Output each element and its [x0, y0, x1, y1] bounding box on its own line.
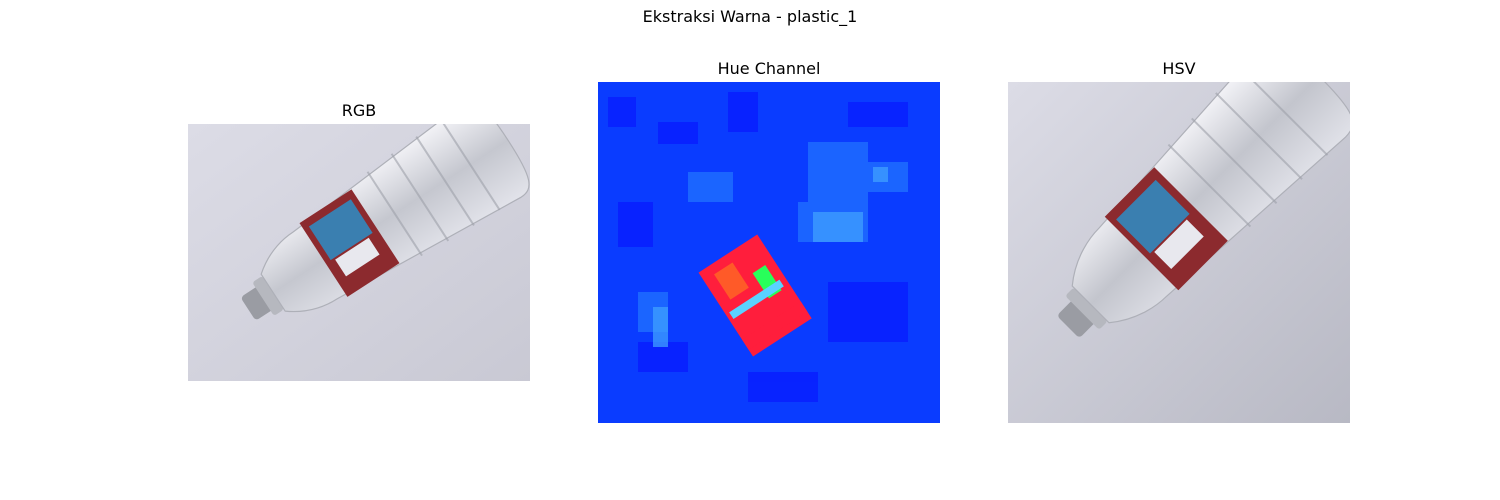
hsv-image	[1008, 82, 1350, 423]
rgb-image	[188, 124, 530, 381]
figure-title: Ekstraksi Warna - plastic_1	[642, 7, 858, 26]
hsv-panel-title: HSV	[1162, 59, 1196, 78]
rgb-panel-title: RGB	[341, 101, 377, 120]
hue-channel-image	[598, 82, 940, 423]
hue-panel-title: Hue Channel	[717, 59, 821, 78]
